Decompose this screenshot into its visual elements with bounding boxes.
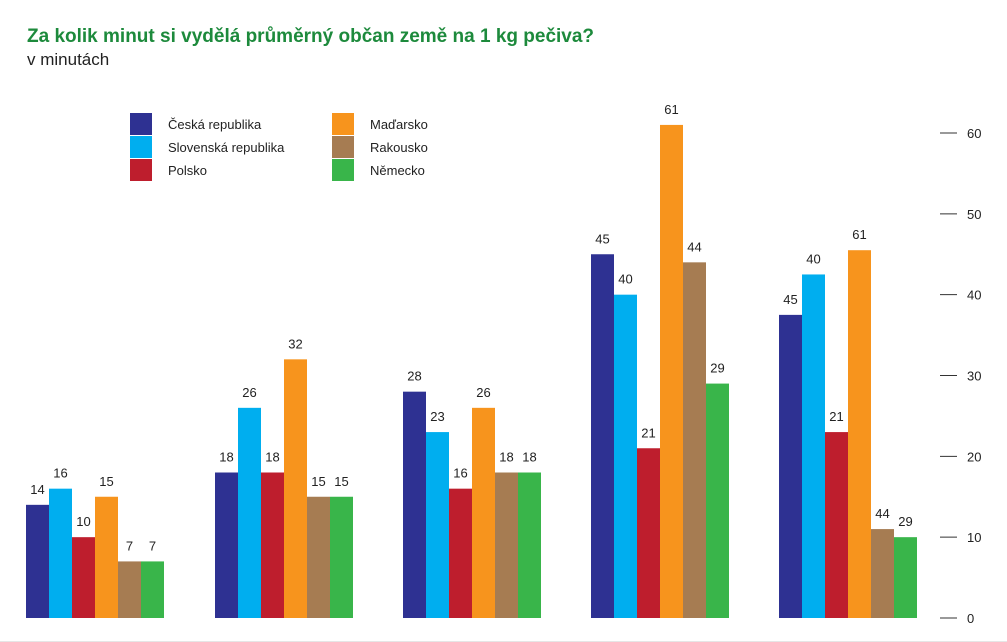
data-label: 32 — [288, 336, 302, 351]
bar — [894, 537, 917, 618]
bar — [825, 432, 848, 618]
bar — [284, 359, 307, 618]
legend-swatch — [130, 136, 152, 158]
data-label: 16 — [453, 466, 467, 481]
data-label: 7 — [149, 538, 156, 553]
chart-legend: Česká republika Slovenská republika Polsko… — [130, 113, 428, 181]
data-label: 15 — [311, 474, 325, 489]
y-tick-label: 40 — [967, 288, 981, 303]
data-label: 23 — [430, 409, 444, 424]
bar-series-group — [26, 124, 917, 619]
legend-swatch — [332, 113, 354, 135]
y-tick-label: 0 — [967, 611, 974, 626]
data-label: 45 — [783, 292, 797, 307]
legend-swatch — [130, 159, 152, 181]
bar — [472, 407, 495, 618]
legend-swatch — [130, 113, 152, 135]
y-axis: 0 10 20 30 40 50 60 — [940, 126, 981, 626]
data-label: 45 — [595, 231, 609, 246]
data-label: 21 — [829, 409, 843, 424]
data-label: 28 — [407, 369, 421, 384]
data-label: 15 — [99, 474, 113, 489]
bar — [307, 496, 330, 618]
bar — [848, 250, 871, 619]
data-labels-group: 14 16 10 15 7 7 18 26 18 32 15 15 28 23 16 26 18 18 45 40 21… — [30, 102, 912, 554]
legend-label: Rakousko — [370, 140, 428, 155]
legend-label: Německo — [370, 163, 425, 178]
bar — [871, 529, 894, 618]
data-label: 15 — [334, 474, 348, 489]
chart-subtitle: v minutách — [27, 50, 110, 69]
legend-label: Česká republika — [168, 117, 262, 132]
bar — [261, 472, 284, 618]
legend-label: Slovenská republika — [168, 140, 285, 155]
bar — [72, 537, 95, 618]
bar — [495, 472, 518, 618]
data-label: 40 — [806, 251, 820, 266]
data-label: 18 — [522, 450, 536, 465]
data-label: 61 — [664, 102, 678, 117]
data-label: 18 — [219, 450, 233, 465]
data-label: 29 — [710, 361, 724, 376]
legend-label: Maďarsko — [370, 117, 428, 132]
bar — [118, 561, 141, 618]
data-label: 21 — [641, 425, 655, 440]
bar — [26, 504, 49, 618]
bar — [637, 448, 660, 618]
chart-title: Za kolik minut si vydělá průměrný občan … — [27, 26, 595, 47]
bar — [426, 432, 449, 618]
bar — [215, 472, 238, 618]
bar — [238, 407, 261, 618]
bar — [614, 294, 637, 618]
bar — [95, 496, 118, 618]
bar — [330, 496, 353, 618]
bar — [779, 314, 802, 618]
data-label: 26 — [476, 385, 490, 400]
legend-swatch — [332, 159, 354, 181]
bar — [591, 254, 614, 618]
bar — [449, 488, 472, 618]
data-label: 16 — [53, 466, 67, 481]
y-tick-label: 10 — [967, 530, 981, 545]
data-label: 44 — [875, 506, 889, 521]
data-label: 7 — [126, 538, 133, 553]
data-label: 14 — [30, 482, 44, 497]
y-tick-label: 50 — [967, 207, 981, 222]
data-label: 10 — [76, 514, 90, 529]
legend-swatch — [332, 136, 354, 158]
data-label: 40 — [618, 272, 632, 287]
bar — [49, 488, 72, 618]
bar — [403, 391, 426, 618]
bar — [802, 274, 825, 618]
y-tick-label: 30 — [967, 369, 981, 384]
legend-label: Polsko — [168, 163, 207, 178]
data-label: 29 — [898, 514, 912, 529]
bar — [660, 124, 683, 619]
bar — [141, 561, 164, 618]
y-tick-label: 20 — [967, 449, 981, 464]
bar — [683, 262, 706, 618]
data-label: 44 — [687, 239, 701, 254]
bar — [518, 472, 541, 618]
bar — [706, 383, 729, 618]
data-label: 18 — [499, 450, 513, 465]
data-label: 26 — [242, 385, 256, 400]
data-label: 61 — [852, 227, 866, 242]
data-label: 18 — [265, 450, 279, 465]
y-tick-label: 60 — [967, 126, 981, 141]
